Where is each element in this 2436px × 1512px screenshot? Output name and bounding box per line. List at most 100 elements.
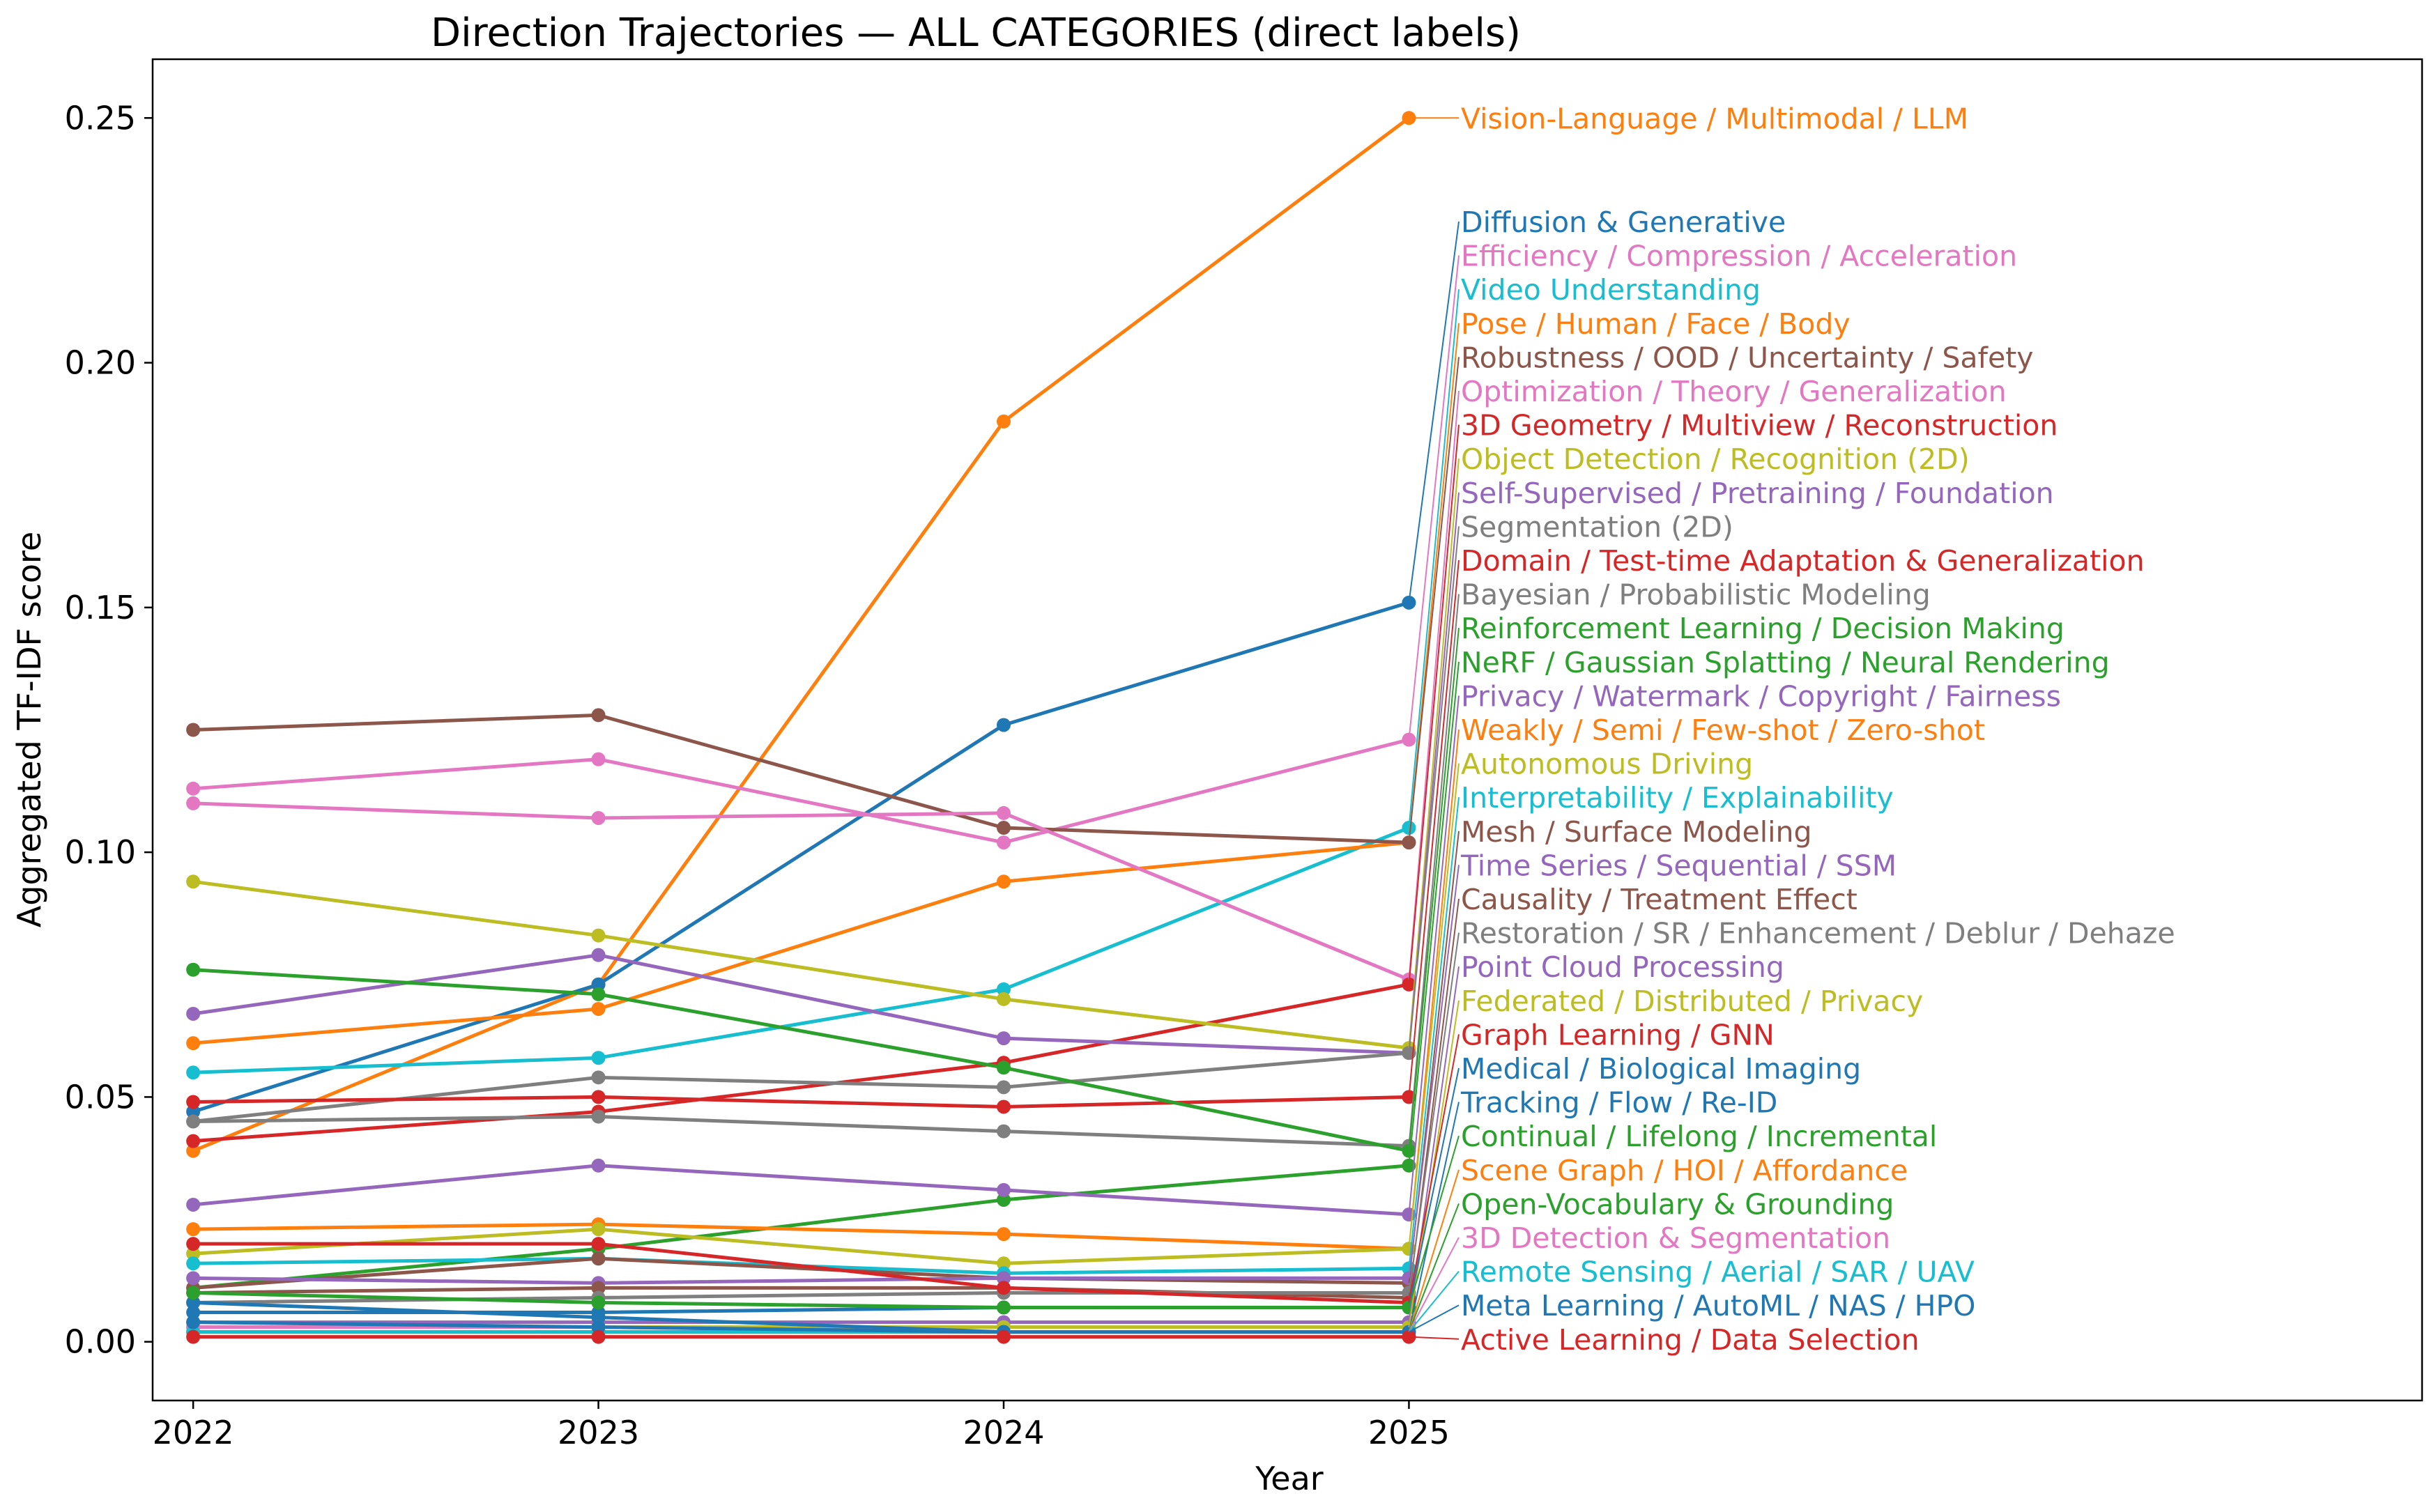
series-direct-label: Reinforcement Learning / Decision Making — [1461, 612, 2065, 645]
data-point — [186, 796, 201, 810]
series-line — [193, 801, 1410, 982]
series-direct-label: Mesh / Surface Modeling — [1461, 815, 1812, 849]
series-direct-label: Robustness / OOD / Uncertainty / Safety — [1461, 341, 2034, 374]
data-point — [997, 1300, 1011, 1315]
x-tick-label: 2024 — [963, 1414, 1044, 1451]
series-line — [193, 826, 1410, 1074]
data-point — [591, 1320, 606, 1334]
label-leader-line — [1408, 289, 1460, 828]
series-line — [192, 1164, 1409, 1217]
series-direct-label: Time Series / Sequential / SSM — [1460, 849, 1897, 882]
series-line — [192, 738, 1410, 844]
data-point — [997, 1080, 1011, 1095]
data-point — [997, 821, 1011, 835]
label-leader-line — [1408, 255, 1460, 740]
series-direct-label: Continual / Lifelong / Incremental — [1461, 1120, 1937, 1153]
y-tick-label: 0.10 — [65, 833, 136, 871]
data-point — [591, 1109, 606, 1124]
data-point — [186, 1065, 201, 1080]
data-point — [591, 1329, 606, 1344]
data-point — [186, 1271, 201, 1286]
series-direct-label: Meta Learning / AutoML / NAS / HPO — [1461, 1289, 1975, 1322]
data-point — [997, 874, 1011, 889]
chart-title: Direction Trajectories — ALL CATEGORIES … — [431, 10, 1521, 56]
data-point — [186, 1256, 201, 1271]
data-point — [591, 810, 606, 825]
series-direct-label: 3D Geometry / Multiview / Reconstruction — [1461, 409, 2058, 442]
series-line — [193, 1276, 1409, 1285]
data-point — [997, 1271, 1011, 1286]
data-point — [997, 982, 1011, 996]
series-line — [192, 1227, 1409, 1265]
label-leader-line — [1408, 797, 1460, 1269]
data-point — [186, 1134, 201, 1148]
data-point — [591, 987, 606, 1001]
data-point — [997, 992, 1011, 1006]
y-tick-label: 0.00 — [65, 1323, 136, 1361]
x-tick-label: 2025 — [1368, 1414, 1450, 1451]
data-point — [591, 1310, 606, 1325]
series-direct-label: Interpretability / Explainability — [1461, 781, 1894, 815]
label-leader-line — [1408, 865, 1460, 1279]
data-point — [591, 1001, 606, 1016]
x-axis-label: Year — [1255, 1460, 1323, 1497]
series-direct-label: Remote Sensing / Aerial / SAR / UAV — [1461, 1256, 1975, 1289]
data-point — [591, 1222, 606, 1237]
series-direct-label: Point Cloud Processing — [1461, 950, 1784, 984]
data-point — [591, 708, 606, 723]
series-points — [186, 111, 1416, 1344]
series-direct-label: Video Understanding — [1461, 273, 1761, 307]
data-point — [997, 1031, 1011, 1046]
series-direct-label: Tracking / Flow / Re-ID — [1460, 1086, 1777, 1120]
label-leader-line — [1408, 1237, 1460, 1333]
series-direct-label: Federated / Distributed / Privacy — [1461, 985, 1923, 1018]
x-tick-label: 2022 — [153, 1414, 234, 1451]
series-direct-label: Privacy / Watermark / Copyright / Fairne… — [1461, 679, 2061, 713]
data-point — [591, 1090, 606, 1104]
label-leader-line — [1408, 594, 1460, 1146]
data-point — [591, 752, 606, 766]
data-point — [186, 1286, 201, 1300]
label-leader-line — [1408, 661, 1460, 1166]
data-point — [186, 723, 201, 737]
series-line — [193, 1290, 1409, 1304]
label-leader-line — [1408, 221, 1460, 603]
data-point — [997, 1060, 1011, 1075]
series-direct-label: Open-Vocabulary & Grounding — [1461, 1187, 1894, 1221]
series-direct-label: Self-Supervised / Pretraining / Foundati… — [1461, 477, 2054, 510]
y-tick-label: 0.05 — [65, 1078, 136, 1116]
data-point — [591, 977, 606, 992]
series-direct-label: Segmentation (2D) — [1461, 510, 1733, 543]
series-line — [193, 1242, 1409, 1304]
label-leader-line — [1408, 1135, 1460, 1308]
series-direct-label: Active Learning / Data Selection — [1461, 1323, 1920, 1357]
axis-ticks: 2022 2023 2024 2025 0.00 0.05 0.10 0.15 0.20 0.25 — [65, 99, 1450, 1451]
series-direct-label: Pose / Human / Face / Body — [1461, 307, 1851, 341]
data-point — [591, 928, 606, 943]
label-leader-line — [1408, 1169, 1460, 1332]
series-direct-label: Graph Learning / GNN — [1461, 1018, 1775, 1051]
series-direct-label: Restoration / SR / Enhancement / Deblur … — [1461, 917, 2175, 950]
series-direct-label: Causality / Treatment Effect — [1461, 883, 1857, 916]
label-leader-line — [1408, 357, 1460, 843]
data-point — [997, 718, 1011, 732]
data-point — [591, 1158, 606, 1173]
label-leader-line — [1408, 458, 1460, 1049]
series-direct-label: Bayesian / Probabilistic Modeling — [1461, 578, 1931, 612]
data-point — [591, 1251, 606, 1266]
series-line — [193, 1222, 1409, 1251]
series-labels: Vision-Language / Multimodal / LLM Diffus… — [1460, 102, 2175, 1356]
data-point — [997, 805, 1011, 820]
data-point — [186, 1197, 201, 1212]
series-line — [192, 840, 1409, 1045]
series-line — [192, 953, 1409, 1055]
series-line — [192, 968, 1409, 1153]
y-tick-label: 0.20 — [65, 344, 136, 382]
data-point — [591, 1295, 606, 1310]
data-point — [997, 1100, 1011, 1114]
data-point — [997, 1182, 1011, 1197]
series-direct-label: Autonomous Driving — [1461, 748, 1753, 781]
label-leader-line — [1408, 966, 1460, 1322]
data-point — [997, 1192, 1011, 1207]
